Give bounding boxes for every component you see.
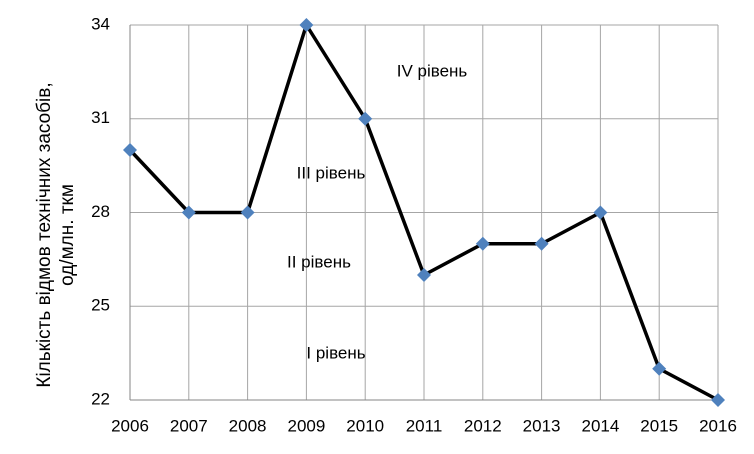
x-tick-label: 2011 — [406, 416, 443, 435]
y-tick-label: 34 — [91, 14, 110, 33]
x-tick-label: 2008 — [229, 416, 267, 435]
y-axis-label: Кількість відмов технічних засобів, — [34, 82, 55, 387]
marker — [534, 236, 549, 251]
annotation: III рівень — [297, 163, 366, 182]
annotation: IV рівень — [397, 61, 468, 80]
marker — [123, 143, 137, 157]
y-tick-label: 28 — [91, 202, 110, 221]
marker — [240, 205, 255, 220]
x-tick-label: 2010 — [346, 416, 384, 435]
marker — [181, 205, 196, 220]
marker — [711, 393, 725, 407]
marker — [475, 236, 490, 251]
y-tick-label: 22 — [91, 389, 110, 408]
marker — [593, 205, 608, 220]
y-tick-label: 25 — [91, 296, 110, 315]
marker — [652, 361, 667, 376]
annotation: I рівень — [306, 343, 365, 362]
marker — [299, 18, 314, 32]
x-tick-label: 2012 — [464, 416, 502, 435]
marker — [358, 111, 373, 126]
marker — [417, 268, 431, 282]
x-tick-label: 2006 — [111, 416, 149, 435]
x-tick-label: 2013 — [523, 416, 561, 435]
annotation: II рівень — [287, 252, 351, 271]
x-tick-label: 2009 — [287, 416, 325, 435]
y-tick-label: 31 — [91, 108, 110, 127]
y-axis-label: од/млн. ткм — [57, 184, 78, 286]
x-tick-label: 2015 — [640, 416, 678, 435]
x-tick-label: 2007 — [170, 416, 208, 435]
x-tick-label: 2016 — [699, 416, 737, 435]
x-tick-label: 2014 — [581, 416, 619, 435]
